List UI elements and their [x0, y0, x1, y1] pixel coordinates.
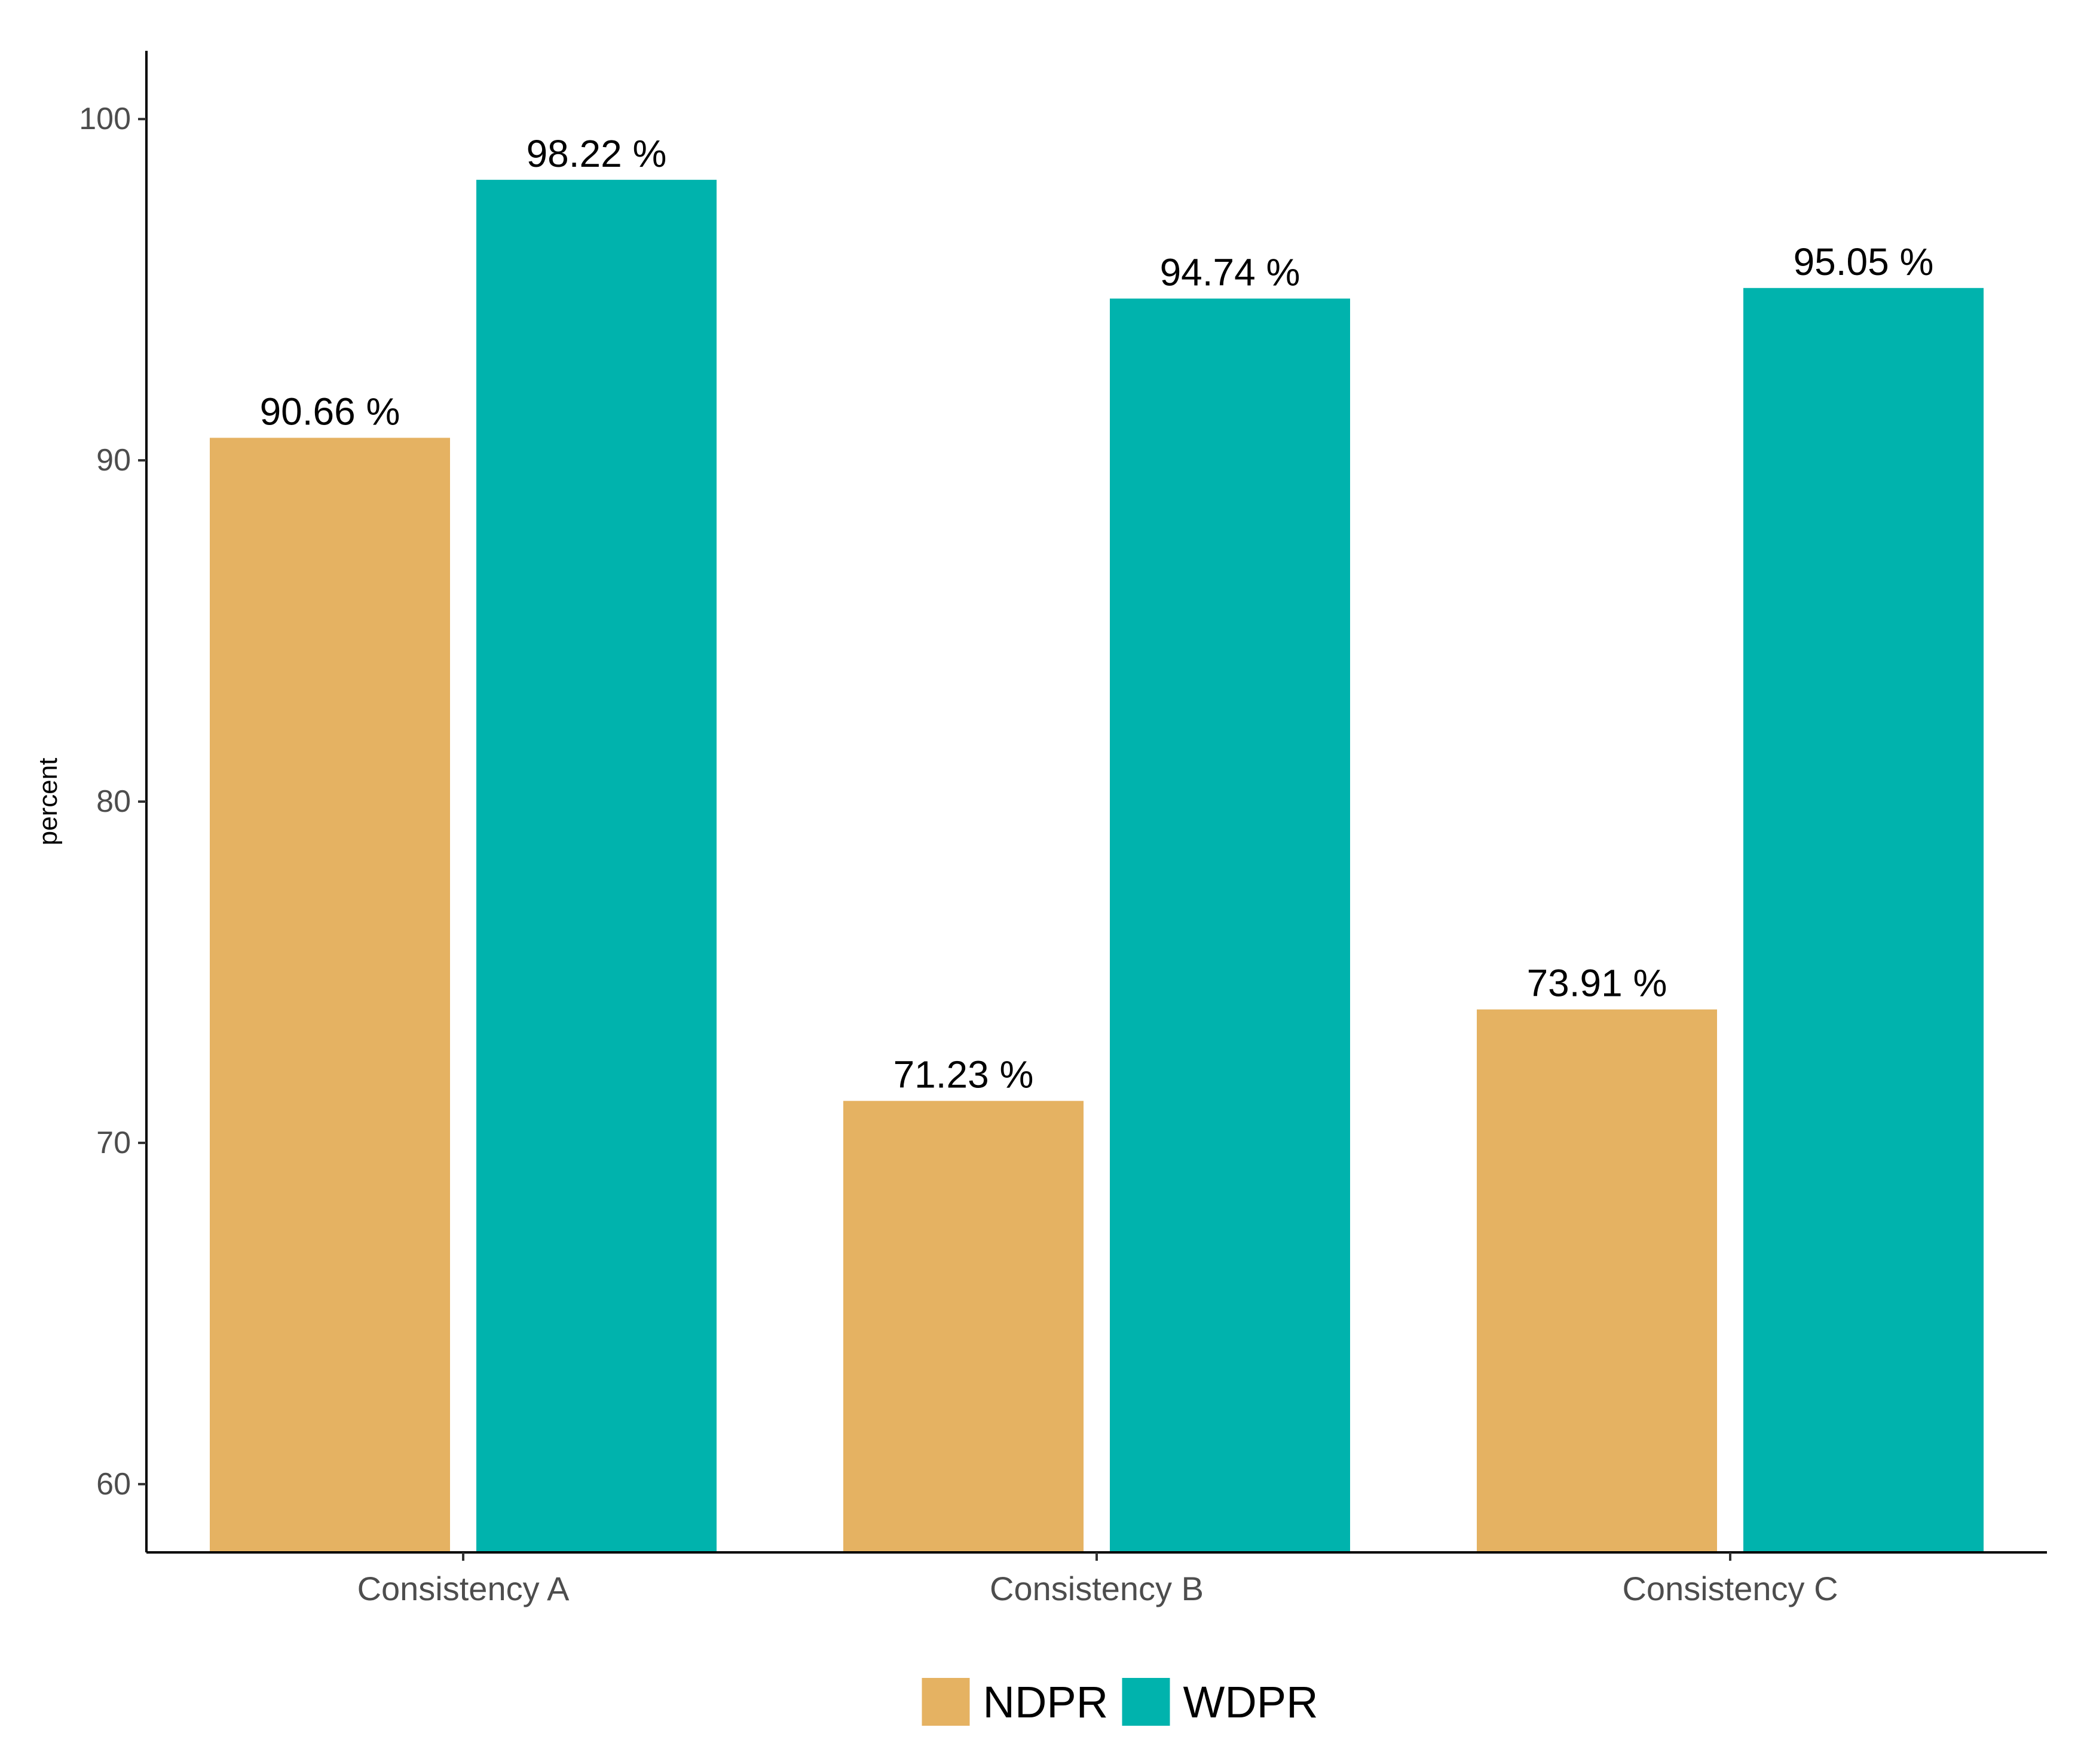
plot-area: 90.66 % 98.22 % 71.23 % 94.74 % 73.91 % 95.05… — [210, 132, 1984, 1553]
data-label: 73.91 % — [1527, 962, 1667, 1005]
bar-ndpr-1 — [210, 438, 450, 1552]
bar-ndpr-3 — [1477, 1009, 1717, 1552]
bar-wdpr-3 — [1743, 288, 1984, 1553]
data-label: 71.23 % — [893, 1053, 1034, 1096]
y-axis-title: percent — [33, 758, 63, 846]
legend: NDPR WDPR — [922, 1677, 1318, 1727]
legend-label-wdpr: WDPR — [1183, 1677, 1318, 1727]
bar-wdpr-1 — [476, 179, 717, 1552]
data-label: 90.66 % — [260, 390, 400, 433]
y-tick-label: 90 — [96, 443, 131, 478]
legend-swatch-ndpr — [922, 1678, 970, 1726]
x-tick-label: Consistency C — [1622, 1570, 1838, 1607]
data-label: 94.74 % — [1160, 250, 1300, 294]
legend-swatch-wdpr — [1122, 1678, 1170, 1726]
x-tick-label: Consistency A — [357, 1570, 570, 1607]
y-tick-label: 70 — [96, 1126, 131, 1160]
bar-ndpr-2 — [843, 1100, 1084, 1552]
data-label: 95.05 % — [1794, 240, 1934, 283]
bar-wdpr-2 — [1110, 298, 1350, 1553]
x-tick-label: Consistency B — [990, 1570, 1204, 1607]
y-tick-label: 80 — [96, 784, 131, 819]
y-tick-label: 60 — [96, 1467, 131, 1502]
legend-label-ndpr: NDPR — [983, 1677, 1109, 1727]
y-tick-label: 100 — [79, 102, 131, 136]
data-label: 98.22 % — [527, 132, 667, 175]
